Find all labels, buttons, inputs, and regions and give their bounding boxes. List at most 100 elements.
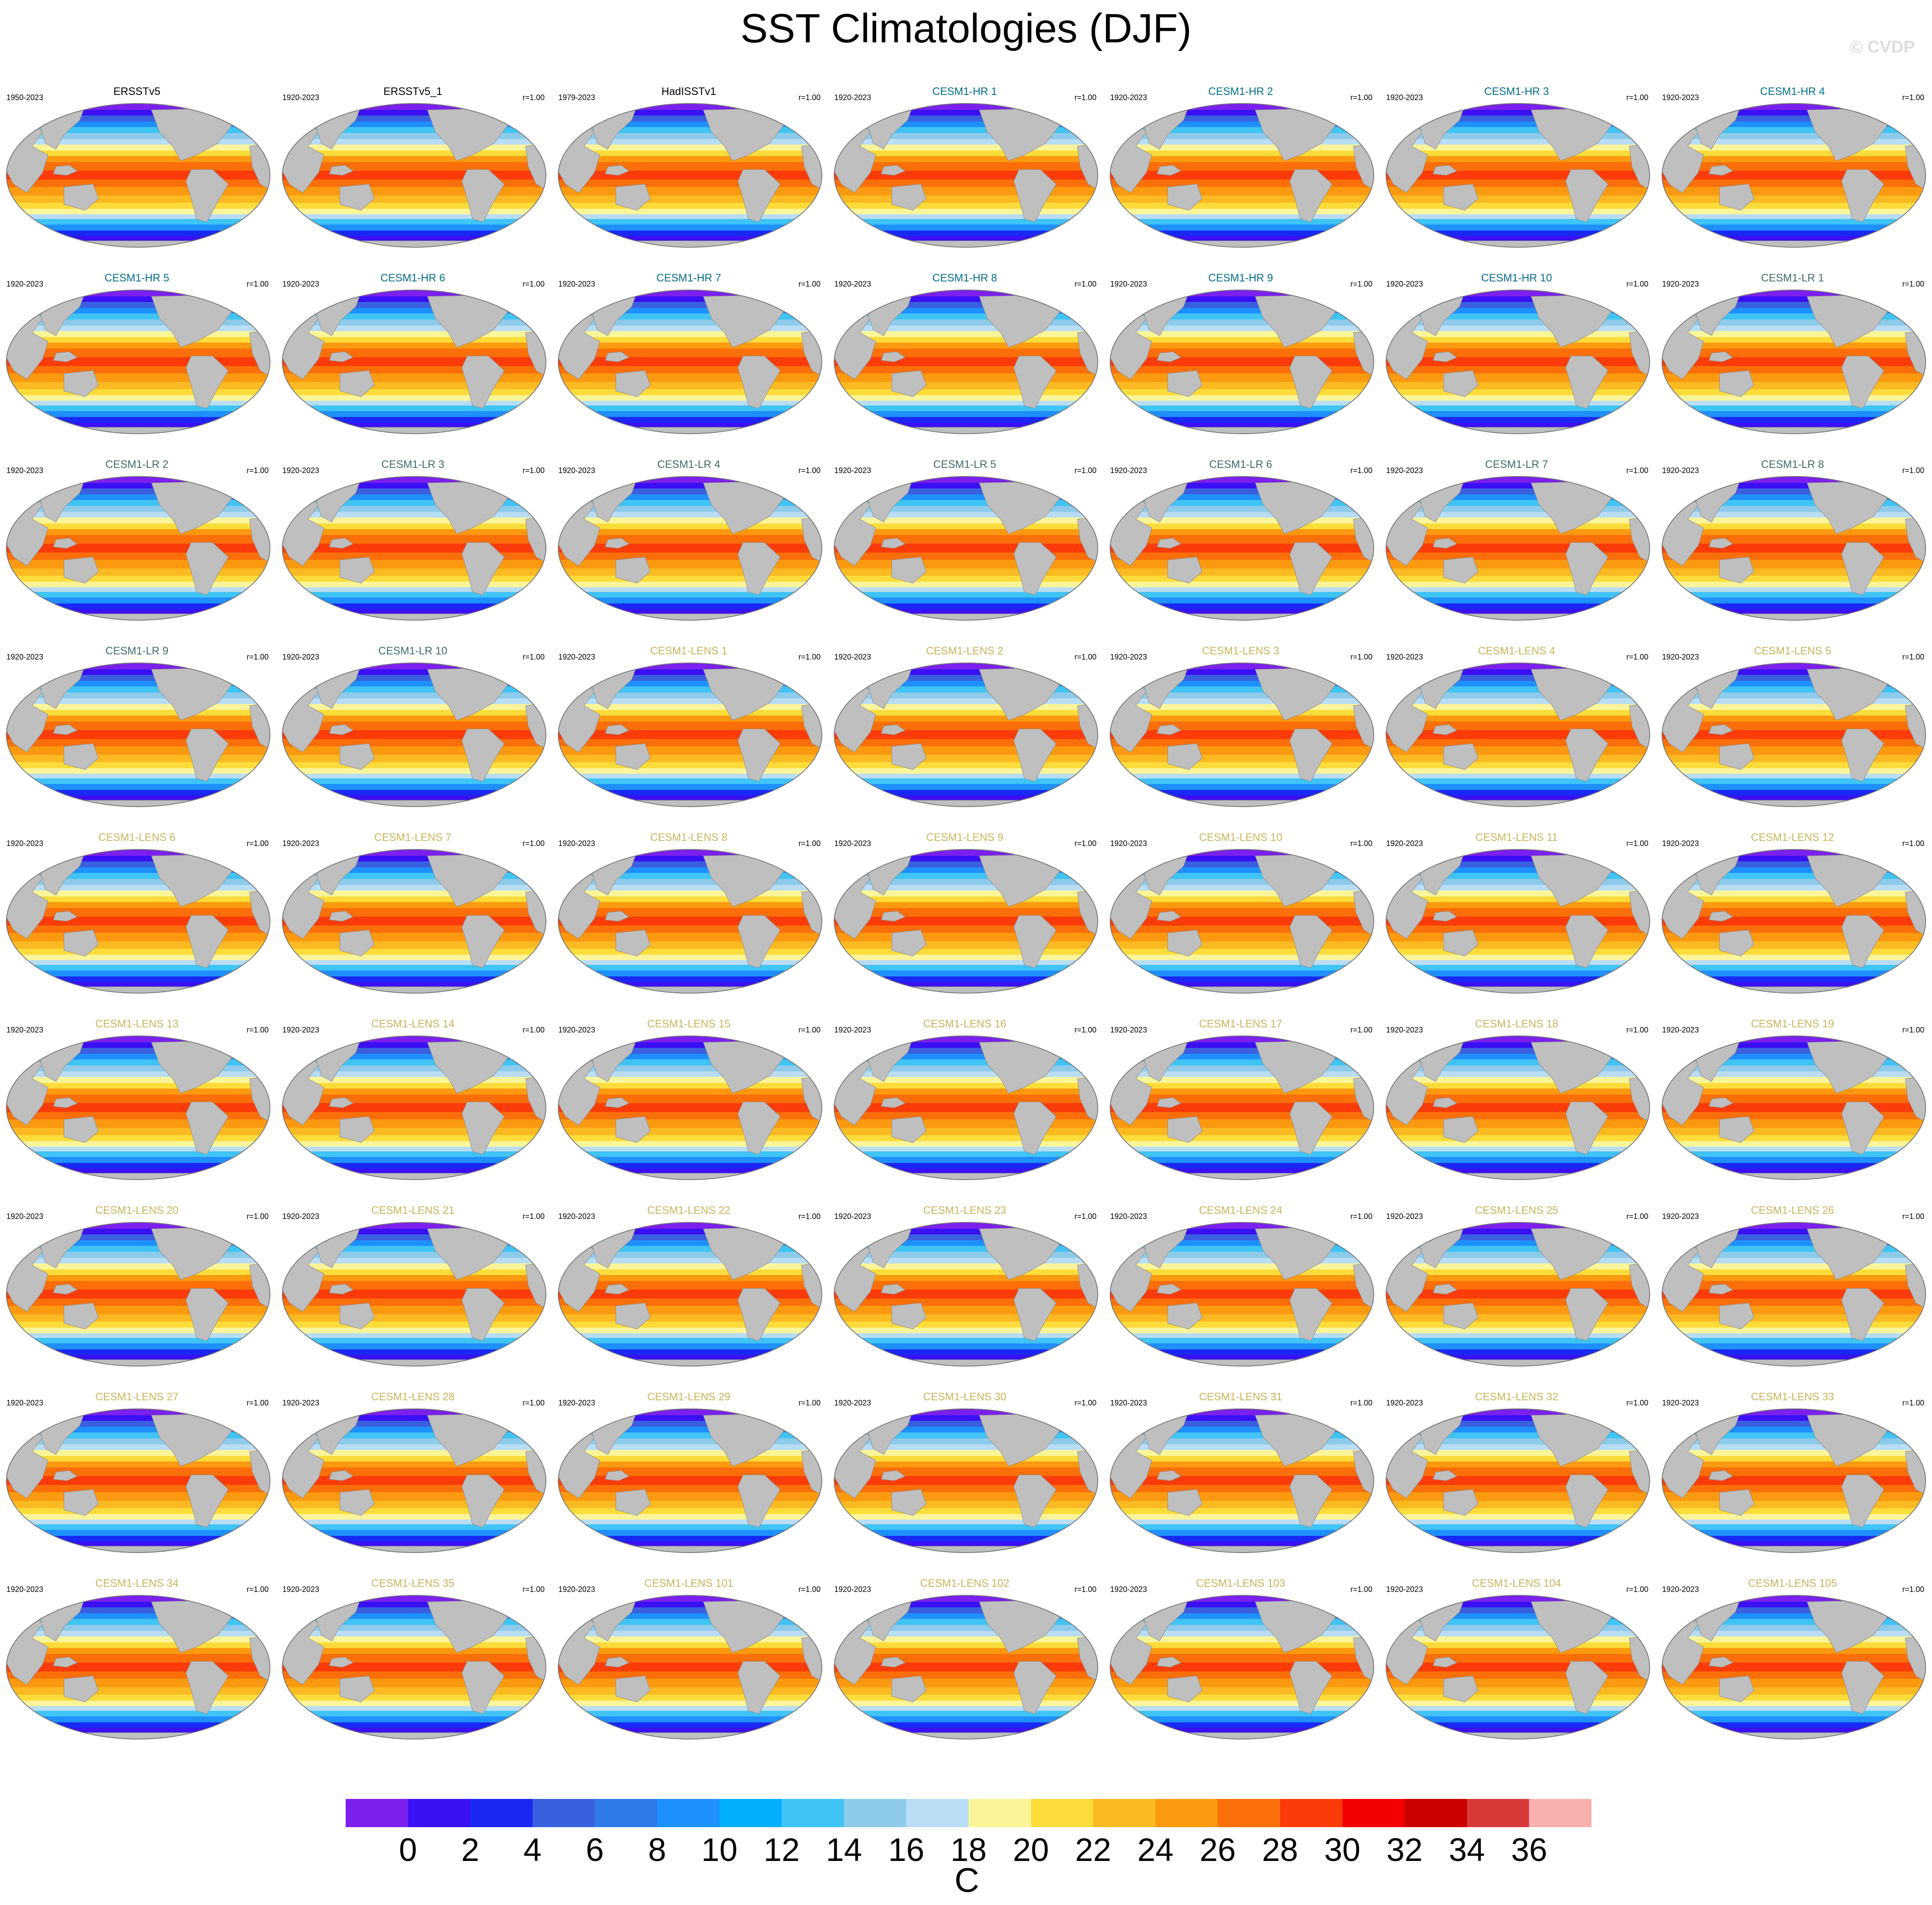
map-panel: CESM1-HR 8 1920-2023 r=1.00	[828, 269, 1102, 440]
sst-map	[1110, 290, 1374, 434]
sst-band	[834, 1476, 1098, 1485]
sst-band	[282, 1671, 546, 1679]
sst-band	[282, 1508, 546, 1515]
map-panel: CESM1-LENS 6 1920-2023 r=1.00	[0, 828, 274, 999]
land-mass	[339, 556, 375, 584]
map-outline	[834, 103, 1098, 248]
sst-band	[1386, 544, 1650, 553]
sst-map	[558, 476, 822, 621]
sst-band	[834, 524, 1098, 530]
sst-band	[1110, 1314, 1374, 1322]
land-mass	[186, 728, 229, 782]
land-mass	[880, 351, 906, 362]
sst-band	[834, 1343, 1098, 1350]
sst-band	[1386, 1147, 1650, 1152]
sst-band	[1662, 710, 1926, 716]
land-mass	[329, 1097, 354, 1108]
sst-band	[1386, 395, 1650, 402]
sst-band	[1662, 1157, 1926, 1163]
land-mass	[53, 1470, 78, 1481]
map-outline	[1662, 849, 1926, 994]
map-panel: CESM1-LENS 33 1920-2023 r=1.00	[1656, 1387, 1929, 1559]
sst-band	[282, 337, 546, 343]
sst-band	[6, 1636, 270, 1643]
land-mass	[738, 542, 781, 595]
sst-band	[6, 1275, 270, 1281]
panel-period: 1920-2023	[6, 653, 44, 661]
sst-band	[6, 587, 270, 592]
sst-band	[1662, 337, 1926, 343]
panel-correlation: r=1.00	[798, 93, 821, 102]
sst-band	[1662, 1706, 1926, 1711]
sst-band	[6, 1128, 270, 1136]
sst-band	[1662, 762, 1926, 769]
sst-band	[1386, 603, 1650, 610]
panel-correlation: r=1.00	[1626, 1212, 1648, 1221]
sst-band	[282, 1077, 546, 1083]
sst-band	[1386, 231, 1650, 237]
land-mass	[1013, 1101, 1057, 1155]
land-mass	[329, 538, 354, 549]
sst-band	[1662, 405, 1926, 412]
sst-band	[834, 941, 1098, 949]
sst-band	[1386, 716, 1650, 722]
land-mass	[462, 728, 505, 782]
map-panel: CESM1-LENS 10 1920-2023 r=1.00	[1104, 828, 1378, 999]
sst-band	[1110, 187, 1374, 196]
sst-band	[834, 675, 1098, 681]
sst-band	[558, 331, 822, 337]
sst-band	[6, 296, 270, 303]
sst-band	[558, 941, 822, 949]
land-mass	[1443, 556, 1479, 584]
land-mass	[1289, 915, 1333, 968]
land-mass	[1013, 169, 1057, 222]
land-mass	[604, 538, 630, 549]
sst-band	[1662, 1508, 1926, 1515]
land-mass	[1719, 743, 1754, 770]
sst-map	[1662, 1595, 1926, 1739]
sst-band	[558, 1706, 822, 1711]
sst-band	[282, 856, 546, 862]
sst-band	[6, 209, 270, 215]
sst-band	[1386, 739, 1650, 747]
colorbar	[346, 1799, 1592, 1827]
sst-band	[282, 1711, 546, 1717]
sst-band	[282, 553, 546, 560]
land-mass	[1167, 1116, 1203, 1143]
sst-band	[1110, 529, 1374, 535]
colorbar-tick-label: 18	[950, 1832, 987, 1868]
sst-band	[1662, 746, 1926, 756]
sst-band	[1662, 1514, 1926, 1520]
map-outline	[6, 1035, 270, 1180]
land-mass	[880, 724, 906, 735]
map-outline	[1110, 103, 1374, 248]
sst-band	[558, 209, 822, 215]
sst-band	[1110, 675, 1374, 681]
land-mass	[1289, 1661, 1333, 1714]
sst-band	[558, 1492, 822, 1502]
panel-title: CESM1-LR 2	[105, 459, 169, 470]
sst-band	[1110, 762, 1374, 769]
land-mass	[53, 1657, 78, 1668]
sst-band	[558, 960, 822, 965]
panel-title: CESM1-HR 5	[104, 272, 169, 284]
map-panel: CESM1-HR 9 1920-2023 r=1.00	[1104, 269, 1378, 440]
land-mass	[1708, 724, 1733, 735]
sst-band	[558, 1269, 822, 1276]
sst-band	[558, 1648, 822, 1654]
panel-title: CESM1-LENS 102	[920, 1577, 1010, 1589]
sst-band	[1386, 970, 1650, 977]
sst-band	[282, 960, 546, 965]
sst-band	[558, 1536, 822, 1542]
land-mass	[738, 169, 781, 222]
sst-band	[834, 1141, 1098, 1148]
sst-band	[834, 483, 1098, 489]
sst-map	[282, 1408, 546, 1553]
panel-correlation: r=1.00	[1902, 1212, 1924, 1221]
sst-band	[1662, 716, 1926, 722]
sst-band	[1662, 1103, 1926, 1112]
panel-period: 1920-2023	[1110, 1212, 1147, 1221]
sst-band	[1386, 1306, 1650, 1315]
panel-title: CESM1-LENS 4	[1478, 645, 1556, 657]
sst-band	[1110, 180, 1374, 187]
